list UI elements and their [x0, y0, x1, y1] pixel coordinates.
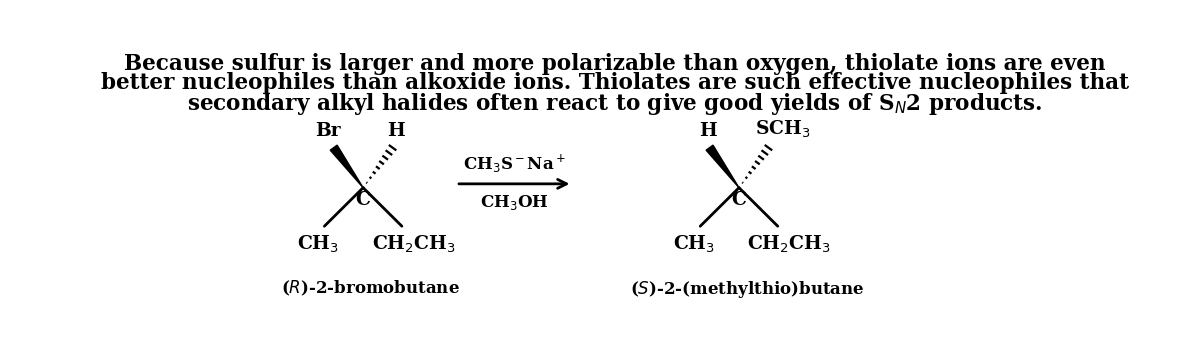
Text: ($R$)-2-bromobutane: ($R$)-2-bromobutane	[282, 278, 461, 298]
Text: CH$_3$: CH$_3$	[298, 234, 340, 255]
Text: H: H	[700, 122, 716, 140]
Polygon shape	[706, 145, 739, 188]
Text: CH$_2$CH$_3$: CH$_2$CH$_3$	[748, 234, 832, 255]
Text: ($S$)-2-(methylthio)butane: ($S$)-2-(methylthio)butane	[630, 278, 864, 299]
Text: CH$_2$CH$_3$: CH$_2$CH$_3$	[372, 234, 456, 255]
Text: CH$_3$S$^-$Na$^+$: CH$_3$S$^-$Na$^+$	[463, 152, 565, 175]
Text: Br: Br	[314, 122, 341, 140]
Text: Because sulfur is larger and more polarizable than oxygen, thiolate ions are eve: Because sulfur is larger and more polari…	[125, 53, 1105, 75]
Text: C: C	[732, 191, 746, 209]
Text: secondary alkyl halides often react to give good yields of S$_N$2 products.: secondary alkyl halides often react to g…	[187, 91, 1043, 117]
Polygon shape	[330, 145, 364, 188]
Text: CH$_3$OH: CH$_3$OH	[480, 193, 548, 212]
Text: better nucleophiles than alkoxide ions. Thiolates are such effective nucleophile: better nucleophiles than alkoxide ions. …	[101, 72, 1129, 94]
Text: CH$_3$: CH$_3$	[673, 234, 715, 255]
Text: SCH$_3$: SCH$_3$	[755, 119, 810, 140]
Text: H: H	[388, 122, 406, 140]
Text: C: C	[355, 191, 371, 209]
